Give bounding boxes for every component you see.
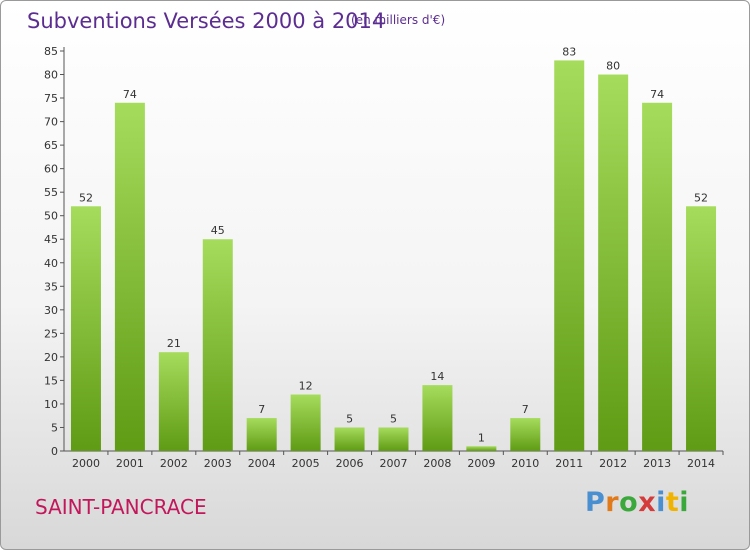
bar-2007 (378, 427, 409, 451)
y-tick-label: 55 (44, 186, 58, 199)
bar-value-label: 21 (167, 337, 181, 350)
y-tick-label: 5 (51, 421, 58, 434)
bar-value-label: 74 (650, 88, 664, 101)
y-tick-label: 35 (44, 280, 58, 293)
y-tick-label: 25 (44, 327, 58, 340)
logo-letter: i (679, 487, 690, 518)
y-tick-label: 0 (51, 445, 58, 458)
bar-value-label: 45 (211, 224, 225, 237)
bar-2002 (158, 352, 189, 451)
bar-2009 (466, 446, 497, 451)
x-tick-label: 2009 (467, 457, 495, 470)
x-tick-label: 2010 (511, 457, 539, 470)
y-tick-label: 40 (44, 257, 58, 270)
x-tick-label: 2007 (380, 457, 408, 470)
x-tick-label: 2013 (643, 457, 671, 470)
x-tick-label: 2011 (555, 457, 583, 470)
y-tick-label: 75 (44, 92, 58, 105)
logo-letter: i (656, 487, 666, 518)
bar-2000 (70, 206, 101, 451)
y-tick-label: 60 (44, 163, 58, 176)
logo-letter: r (605, 487, 620, 518)
bar-value-label: 14 (430, 370, 444, 383)
y-tick-label: 45 (44, 233, 58, 246)
y-tick-label: 70 (44, 116, 58, 129)
proxiti-logo[interactable]: Proxiti (585, 487, 689, 518)
bar-value-label: 5 (346, 412, 353, 425)
location-name: SAINT-PANCRACE (35, 495, 207, 519)
bar-2004 (246, 418, 277, 451)
x-tick-label: 2008 (423, 457, 451, 470)
chart-subtitle: (en milliers d'€) (351, 13, 446, 27)
logo-letter: x (638, 487, 657, 518)
x-tick-label: 2003 (204, 457, 232, 470)
bar-value-label: 1 (478, 431, 485, 444)
bar-value-label: 52 (694, 191, 708, 204)
bar-value-label: 7 (522, 403, 529, 416)
x-tick-label: 2005 (292, 457, 320, 470)
bar-value-label: 12 (299, 380, 313, 393)
y-tick-label: 30 (44, 304, 58, 317)
y-tick-label: 80 (44, 69, 58, 82)
x-tick-label: 2006 (336, 457, 364, 470)
bar-value-label: 52 (79, 191, 93, 204)
bar-2012 (598, 74, 629, 451)
x-tick-label: 2014 (687, 457, 715, 470)
bar-2011 (554, 60, 585, 451)
bar-2014 (686, 206, 717, 451)
y-tick-label: 50 (44, 210, 58, 223)
bar-value-label: 5 (390, 412, 397, 425)
x-tick-label: 2002 (160, 457, 188, 470)
logo-letter: t (665, 487, 680, 518)
y-tick-label: 65 (44, 139, 58, 152)
x-tick-label: 2004 (248, 457, 276, 470)
chart-labels: 52 2000 74 2001 21 2002 45 2003 7 2004 12 2005 5 2006… (72, 45, 715, 470)
y-tick-label: 10 (44, 398, 58, 411)
y-tick-label: 20 (44, 351, 58, 364)
bar-2006 (334, 427, 365, 451)
bar-2008 (422, 385, 453, 451)
bar-value-label: 74 (123, 88, 137, 101)
bar-value-label: 80 (606, 60, 620, 73)
chart-title: Subventions Versées 2000 à 2014 (27, 9, 386, 33)
bar-2003 (202, 239, 233, 451)
bar-2001 (114, 102, 145, 451)
x-tick-label: 2000 (72, 457, 100, 470)
logo-letter: P (585, 487, 606, 518)
bar-value-label: 7 (258, 403, 265, 416)
bar-2013 (642, 102, 673, 451)
y-tick-label: 15 (44, 374, 58, 387)
y-tick-label: 85 (44, 45, 58, 58)
logo-letter: o (619, 487, 639, 518)
bar-value-label: 83 (562, 45, 576, 58)
x-tick-label: 2001 (116, 457, 144, 470)
bar-2005 (290, 394, 321, 451)
bar-2010 (510, 418, 541, 451)
x-tick-label: 2012 (599, 457, 627, 470)
chart-bars (70, 60, 717, 451)
